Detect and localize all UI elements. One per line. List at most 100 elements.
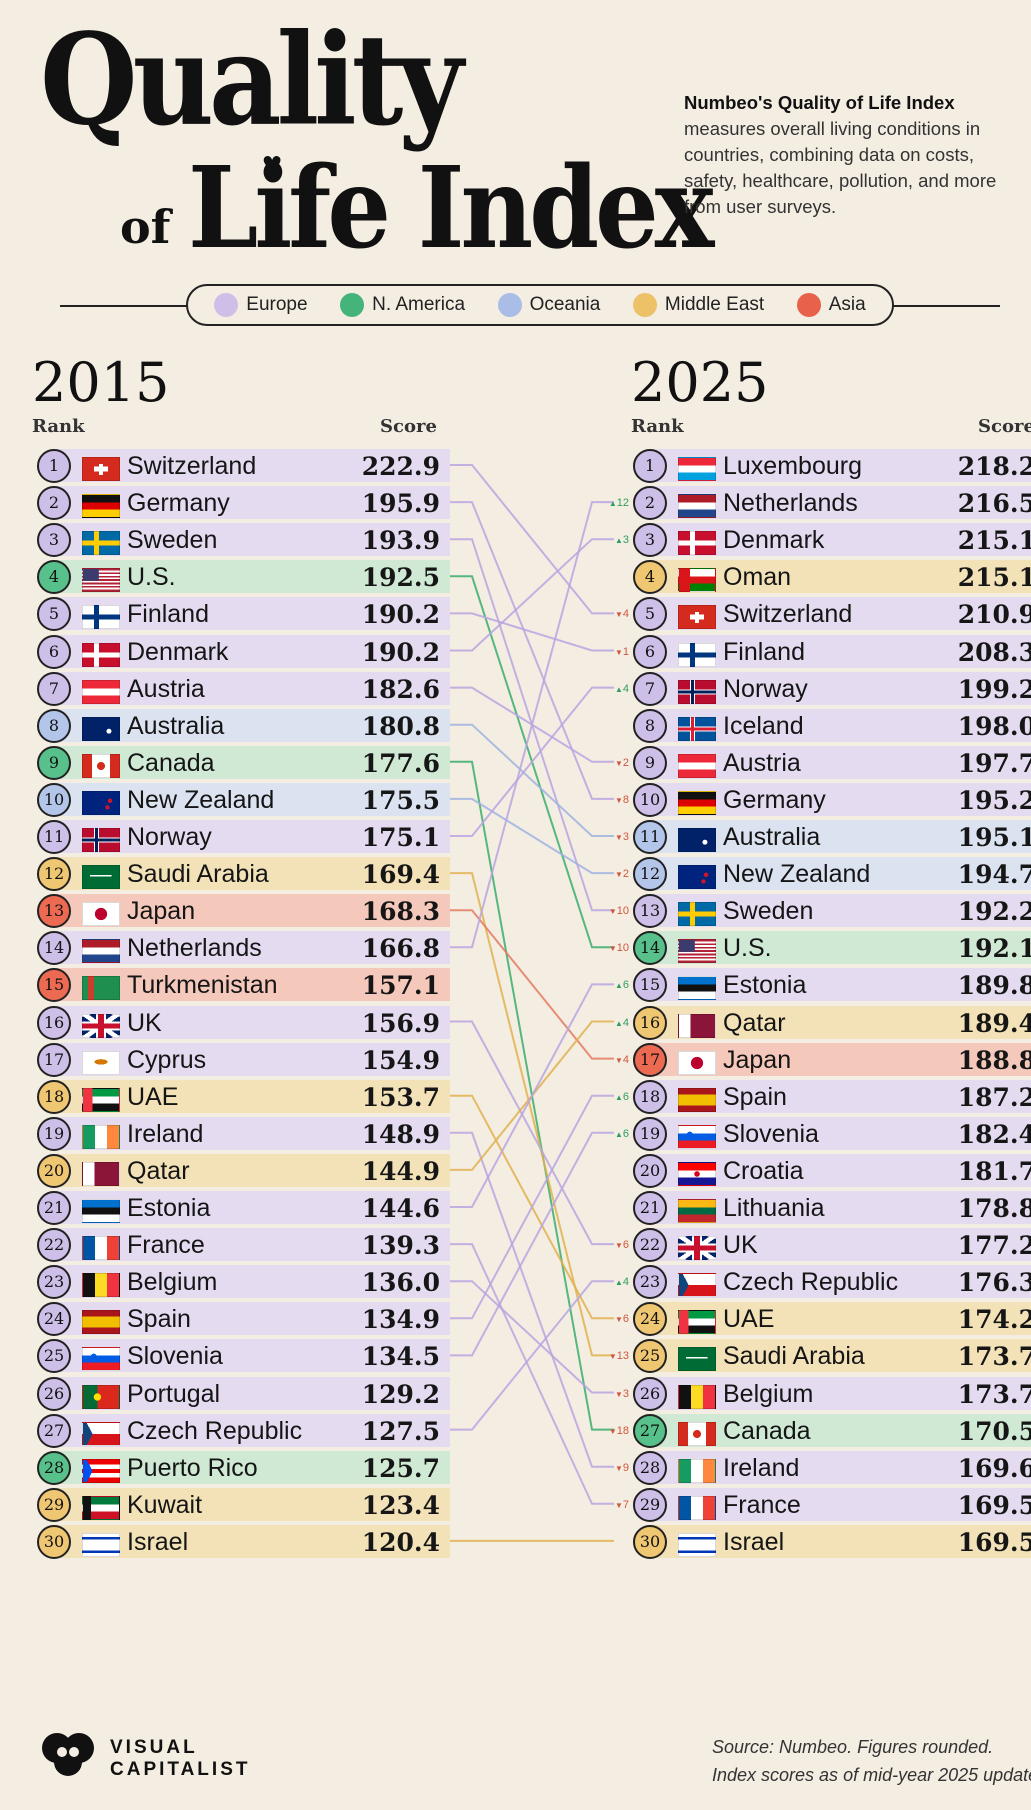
left-row-24: 24 Spain 134.9 xyxy=(0,1299,1031,1337)
rank-badge: 15 xyxy=(633,968,667,1003)
rank-badge: 27 xyxy=(633,1413,667,1448)
puertorico-flag-icon xyxy=(82,1458,120,1483)
saudi-flag-icon xyxy=(82,865,120,890)
switzerland-flag-icon xyxy=(82,457,120,481)
uae-flag-icon xyxy=(678,1310,716,1335)
israel-flag-icon xyxy=(678,1532,716,1557)
score-value: 187.2 xyxy=(957,1082,1031,1112)
country-name: Estonia xyxy=(723,971,807,1000)
rank-badge: 8 xyxy=(633,708,667,743)
rank-badge: 13 xyxy=(37,894,71,929)
rank-change-value: 1 xyxy=(622,645,629,658)
left-row-6: 6 Denmark 190.2 xyxy=(0,632,1031,669)
score-value: 192.2 xyxy=(957,897,1031,927)
rank-change-value: 2 xyxy=(622,868,629,881)
score-value: 169.6 xyxy=(957,1453,1031,1483)
connector-slovenia xyxy=(450,1131,614,1357)
connector-australia xyxy=(450,723,614,837)
country-name: Israel xyxy=(723,1527,785,1556)
arrow-down-icon: ▼ xyxy=(614,758,623,768)
rank-change-down: ▼4 xyxy=(589,596,629,633)
title-quality: Quality xyxy=(40,6,463,154)
connector-germany xyxy=(450,501,614,800)
country-name: Netherlands xyxy=(127,934,262,963)
connector-denmark xyxy=(450,538,614,652)
left-row-9: 9 Canada 177.6 xyxy=(0,743,1031,780)
arrow-down-icon: ▼ xyxy=(614,1241,623,1251)
legend-label: Europe xyxy=(246,294,308,315)
rank-header-right: Rank xyxy=(631,416,684,437)
spain-flag-icon xyxy=(82,1310,120,1335)
title-of: of xyxy=(120,200,171,254)
score-value: 178.8 xyxy=(957,1194,1031,1223)
country-name: Portugal xyxy=(127,1379,221,1408)
connector-spain xyxy=(450,1094,614,1320)
heart-icon: ♥ xyxy=(262,145,283,183)
lithuania-flag-icon xyxy=(678,1199,716,1223)
arrow-down-icon: ▼ xyxy=(614,647,623,657)
score-value: 199.2 xyxy=(957,674,1031,704)
score-value: 173.7 xyxy=(957,1342,1031,1372)
score-value: 177.6 xyxy=(361,748,440,778)
score-value: 157.1 xyxy=(361,971,440,1001)
ireland-flag-icon xyxy=(82,1124,120,1149)
country-name: Israel xyxy=(127,1527,189,1556)
israel-flag-icon xyxy=(82,1532,120,1557)
rank-badge: 19 xyxy=(633,1116,667,1151)
country-name: Iceland xyxy=(723,711,804,740)
description: Numbeo's Quality of Life Index measures … xyxy=(684,90,1024,220)
country-name: Finland xyxy=(127,600,209,629)
france-flag-icon xyxy=(82,1236,120,1261)
arrow-up-icon: ▲ xyxy=(614,1092,623,1102)
right-row-18: 18 Spain 187.2 ▲6 xyxy=(0,1077,1031,1114)
rank-change-value: 6 xyxy=(622,1313,629,1326)
score-value: 166.8 xyxy=(361,934,440,964)
oman-flag-icon xyxy=(678,568,716,593)
right-row-11: 11 Australia 195.1 ▼3 xyxy=(0,817,1031,854)
rank-badge: 10 xyxy=(37,782,71,817)
country-name: New Zealand xyxy=(723,860,871,889)
arrow-up-icon: ▲ xyxy=(614,1129,623,1139)
right-row-1: 1 Luxembourg 218.2 xyxy=(0,446,1031,483)
france-flag-icon xyxy=(678,1495,716,1520)
kuwait-flag-icon xyxy=(82,1495,120,1520)
left-row-27: 27 Czech Republic 127.5 xyxy=(0,1411,1031,1448)
country-name: France xyxy=(127,1231,205,1260)
austria-flag-icon xyxy=(678,753,716,778)
netherlands-flag-icon xyxy=(678,494,716,519)
right-row-26: 26 Belgium 173.7 ▼3 xyxy=(0,1374,1031,1411)
austria-flag-icon xyxy=(82,679,120,704)
connector-newzealand xyxy=(450,797,614,875)
uk-flag-icon xyxy=(678,1236,716,1261)
rank-change-value: 3 xyxy=(622,831,629,843)
country-name: U.S. xyxy=(723,934,772,963)
rank-change-down: ▼4 xyxy=(589,1042,629,1079)
estonia-flag-icon xyxy=(678,976,716,1001)
rank-badge: 10 xyxy=(633,782,667,817)
country-name: Qatar xyxy=(723,1008,786,1037)
rank-badge: 25 xyxy=(37,1339,71,1374)
score-value: 190.2 xyxy=(361,637,440,667)
country-name: Canada xyxy=(723,1416,811,1445)
rank-change-value: 3 xyxy=(622,534,629,547)
legend-label: Oceania xyxy=(529,294,601,315)
arrow-down-icon: ▼ xyxy=(614,833,623,842)
score-value: 210.9 xyxy=(957,600,1031,630)
score-value: 195.2 xyxy=(957,785,1031,815)
belgium-flag-icon xyxy=(82,1273,120,1298)
canada-flag-icon xyxy=(678,1421,716,1446)
country-name: U.S. xyxy=(127,563,176,592)
arrow-down-icon: ▼ xyxy=(614,795,623,805)
rank-badge: 1 xyxy=(37,449,71,483)
sweden-flag-icon xyxy=(678,902,716,927)
norway-flag-icon xyxy=(82,828,120,852)
left-row-17: 17 Cyprus 154.9 xyxy=(0,1040,1031,1077)
uk-flag-icon xyxy=(82,1013,120,1038)
canada-flag-icon xyxy=(82,753,120,778)
left-row-23: 23 Belgium 136.0 xyxy=(0,1262,1031,1300)
rank-change-down: ▼2 xyxy=(589,745,629,782)
right-row-23: 23 Czech Republic 176.3 ▲4 xyxy=(0,1262,1031,1300)
germany-flag-icon xyxy=(678,790,716,815)
score-value: 190.2 xyxy=(361,600,440,630)
